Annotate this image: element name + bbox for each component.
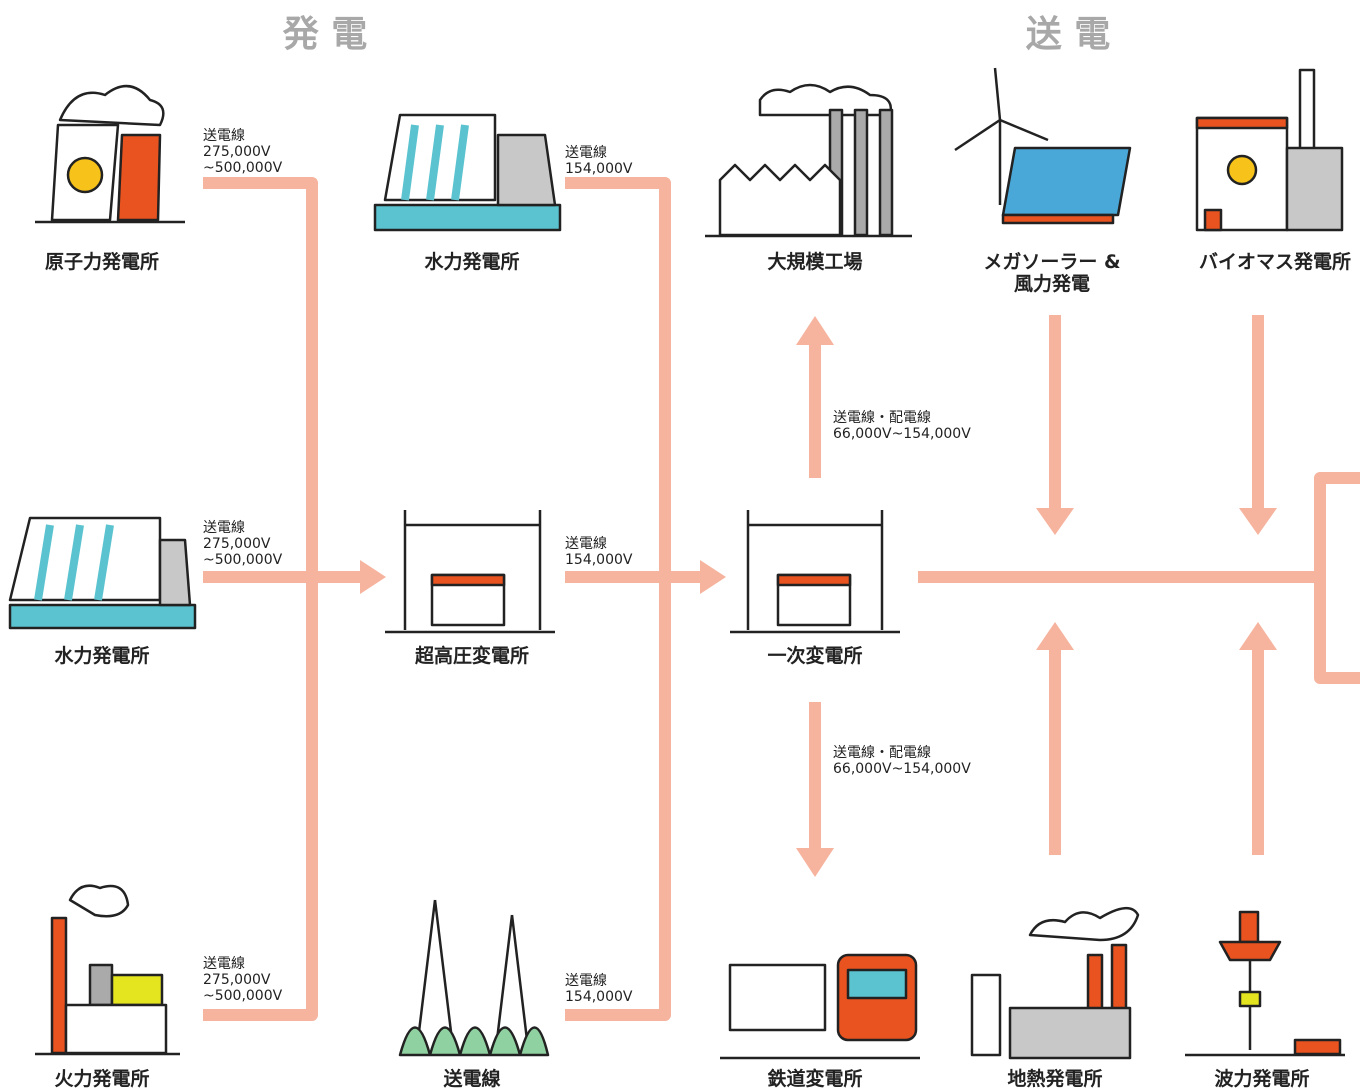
node-label: 鉄道変電所 xyxy=(767,1067,862,1090)
line-label: 154,000V xyxy=(565,161,633,177)
node-label: 波力発電所 xyxy=(1214,1067,1309,1090)
node-label: 火力発電所 xyxy=(54,1067,149,1090)
line-label: 送電線 xyxy=(203,956,245,972)
node-label: 送電線 xyxy=(443,1067,500,1090)
section-header: 発 電 xyxy=(283,14,368,55)
line-label: 275,000V xyxy=(203,144,271,160)
line-label: 66,000V~154,000V xyxy=(833,426,971,442)
line-label: 送電線・配電線 xyxy=(833,410,931,426)
line-label: ~500,000V xyxy=(203,988,283,1004)
line-label: 275,000V xyxy=(203,536,271,552)
node-label: 水力発電所 xyxy=(424,250,519,273)
node-label: 地熱発電所 xyxy=(1007,1067,1102,1090)
line-label: 送電線 xyxy=(565,973,607,989)
section-header: 送 電 xyxy=(1026,14,1111,55)
line-label: 送電線 xyxy=(565,145,607,161)
node-label: 超高圧変電所 xyxy=(414,644,529,667)
line-label: 送電線 xyxy=(203,520,245,536)
line-label: 送電線・配電線 xyxy=(833,745,931,761)
line-label: 送電線 xyxy=(565,536,607,552)
node-label: バイオマス発電所 xyxy=(1199,250,1351,273)
line-label: ~500,000V xyxy=(203,552,283,568)
node-label: 水力発電所 xyxy=(54,644,149,667)
line-label: 154,000V xyxy=(565,552,633,568)
node-label: 原子力発電所 xyxy=(45,250,159,273)
diagram: 発 電送 電原子力発電所水力発電所大規模工場メガソーラー &風力発電バイオマス発… xyxy=(0,0,1360,1092)
node-label: 一次変電所 xyxy=(767,644,862,667)
line-label: ~500,000V xyxy=(203,160,283,176)
node-label: メガソーラー & xyxy=(983,251,1120,273)
line-label: 66,000V~154,000V xyxy=(833,761,971,777)
node-label: 風力発電 xyxy=(1014,272,1090,295)
line-label: 154,000V xyxy=(565,989,633,1005)
line-label: 送電線 xyxy=(203,128,245,144)
line-label: 275,000V xyxy=(203,972,271,988)
node-label: 大規模工場 xyxy=(767,250,862,273)
